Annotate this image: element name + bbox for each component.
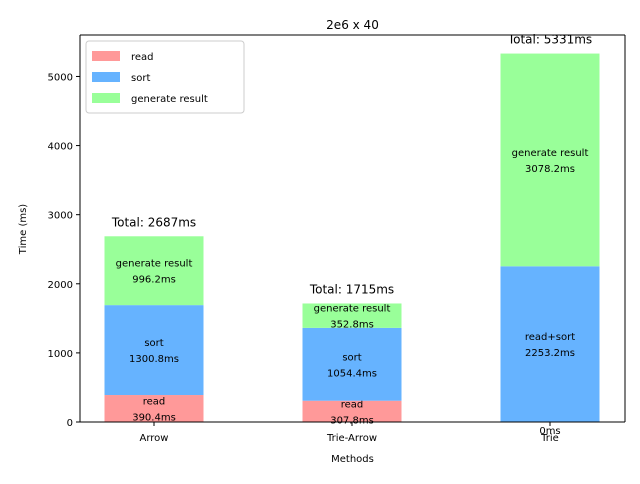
bar-generate-result-trie: [500, 53, 600, 267]
bar-read-trie-arrow: [302, 400, 402, 422]
bar-sort-trie-arrow: [302, 327, 402, 401]
segment-label-read-trie-arrow: read 307.8ms: [330, 399, 374, 426]
y-tick-label: 1000: [48, 349, 73, 360]
chart-title: 2e6 x 40: [326, 18, 379, 32]
y-tick-label: 2000: [48, 280, 73, 291]
legend-label-generate-result: generate result: [131, 94, 208, 105]
segment-label-sort-trie: read+sort 2253.2ms: [525, 332, 575, 359]
segment-label-generate-result-trie: generate result 3078.2ms: [512, 148, 589, 175]
x-tick-label-trie-arrow: Trie-Arrow: [326, 433, 377, 444]
legend-box: [85, 40, 245, 114]
y-tick-label: 5000: [48, 72, 73, 83]
y-tick-label: 3000: [48, 211, 73, 222]
segment-label-generate-result-trie-arrow: generate result 352.8ms: [314, 304, 391, 331]
bar-generate-result-trie-arrow: [302, 303, 402, 328]
legend-swatch-generate-result: [92, 93, 120, 103]
total-label-trie-arrow: Total: 1715ms: [309, 282, 394, 296]
legend-label-read: read: [131, 52, 154, 63]
bar-sort-trie: [500, 266, 600, 422]
y-tick-label: 0: [67, 418, 73, 429]
x-tick-label-trie: Trie: [540, 433, 559, 444]
bar-sort-arrow: [104, 305, 204, 396]
segment-label-sort-arrow: sort 1300.8ms: [129, 338, 179, 365]
y-tick-label: 4000: [48, 142, 73, 153]
segment-label-read-trie: 0ms: [539, 426, 560, 437]
bar-generate-result-arrow: [104, 236, 204, 306]
legend-label-sort: sort: [131, 73, 150, 84]
total-label-arrow: Total: 2687ms: [111, 215, 196, 229]
y-axis-label: Time (ms): [18, 204, 29, 256]
total-label-trie: Total: 5331ms: [507, 33, 592, 47]
legend-swatch-sort: [92, 72, 120, 82]
x-axis-label: Methods: [331, 454, 374, 465]
x-tick-label-arrow: Arrow: [140, 433, 169, 444]
legend-swatch-read: [92, 51, 120, 61]
segment-label-generate-result-arrow: generate result 996.2ms: [116, 259, 193, 286]
segment-label-sort-trie-arrow: sort 1054.4ms: [327, 352, 377, 379]
bar-read-arrow: [104, 395, 204, 422]
segment-label-read-arrow: read 390.4ms: [132, 397, 176, 424]
